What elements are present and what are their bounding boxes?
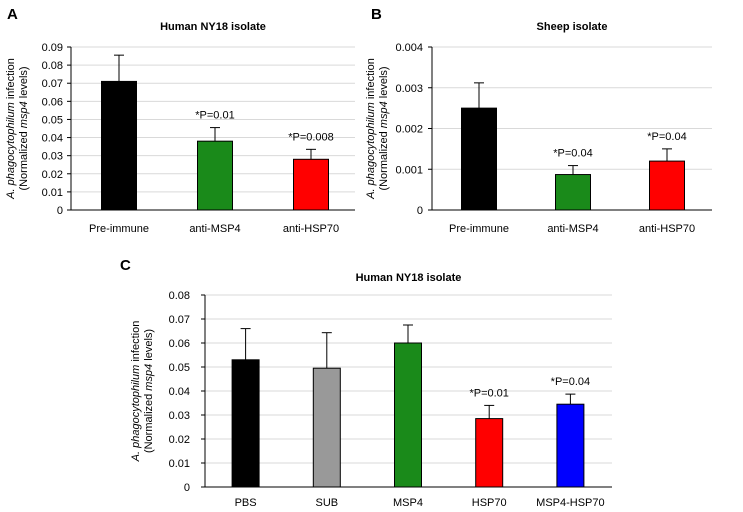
y-tick-label: 0.03 — [42, 151, 63, 163]
y-axis-label-infection: infection — [365, 58, 377, 102]
y-axis-label-line2: (Normalized msp4 levels) — [378, 66, 390, 190]
panel-letter: A — [7, 6, 18, 23]
y-axis-label: A. phagocytophilum infection(Normalized … — [365, 58, 390, 200]
x-tick-label: MSP4-HSP70 — [536, 497, 604, 509]
y-tick-label: 0 — [184, 482, 190, 494]
y-tick-label: 0.003 — [395, 83, 423, 95]
y-axis-label-post: levels) — [378, 66, 390, 101]
bar — [312, 367, 341, 488]
y-tick-label: 0.06 — [42, 96, 63, 108]
bar — [293, 158, 329, 211]
bar — [231, 359, 260, 488]
x-tick-label: SUB — [315, 497, 338, 509]
y-axis-label-pre: (Normalized — [143, 391, 155, 453]
bar — [475, 418, 504, 488]
bar — [394, 342, 422, 488]
y-axis-label-gene: msp4 — [18, 101, 30, 128]
y-tick-label: 0.01 — [42, 187, 63, 199]
x-tick-label: Pre-immune — [89, 223, 149, 235]
significance-label: *P=0.01 — [469, 387, 508, 399]
y-tick-label: 0.004 — [395, 42, 423, 54]
chart-title: Human NY18 isolate — [160, 21, 266, 33]
y-tick-label: 0.05 — [42, 114, 63, 126]
chart-panel-a: A Human NY18 isolate 0 0.01 0.02 0.03 0.04 0.05… — [5, 6, 355, 235]
y-axis-label-species: A. phagocytophilum — [5, 102, 17, 200]
x-tick-label: anti-MSP4 — [189, 223, 240, 235]
y-tick-label: 0.02 — [42, 169, 63, 181]
panel-letter: C — [120, 257, 131, 274]
y-axis-label-line1: A. phagocytophilum infection — [5, 58, 17, 200]
y-tick-label: 0.07 — [42, 78, 63, 90]
chart-panel-b: B Sheep isolate 0 0.001 0.002 0.003 0.004 Pre-i… — [365, 6, 712, 235]
y-tick-label: 0.02 — [169, 434, 190, 446]
panel-letter: B — [371, 6, 382, 23]
significance-label: *P=0.008 — [288, 131, 334, 143]
y-axis-label-gene: msp4 — [378, 101, 390, 128]
significance-label: *P=0.04 — [551, 376, 590, 388]
bar — [461, 107, 497, 211]
x-tick-label: HSP70 — [472, 497, 507, 509]
chart-title: Sheep isolate — [537, 21, 608, 33]
bar — [556, 403, 585, 488]
y-tick-label: 0 — [417, 205, 423, 217]
y-axis-label-infection: infection — [5, 58, 17, 102]
x-tick-label: anti-HSP70 — [639, 223, 695, 235]
y-axis-label-pre: (Normalized — [378, 128, 390, 190]
y-tick-label: 0.07 — [169, 314, 190, 326]
chart-panel-c: C Human NY18 isolate 0 0.01 0.02 0.03 0.04 0.05… — [120, 257, 612, 509]
y-tick-label: 0.09 — [42, 42, 63, 54]
y-tick-label: 0.06 — [169, 338, 190, 350]
y-tick-label: 0.05 — [169, 362, 190, 374]
chart-title: Human NY18 isolate — [356, 272, 462, 284]
y-axis-label-line2: (Normalized msp4 levels) — [143, 329, 155, 453]
y-tick-label: 0.03 — [169, 410, 190, 422]
bar — [101, 80, 137, 211]
bar — [649, 160, 685, 211]
y-tick-label: 0.001 — [395, 164, 423, 176]
y-tick-label: 0.04 — [42, 133, 63, 145]
y-tick-label: 0.08 — [42, 60, 63, 72]
y-tick-label: 0.01 — [169, 458, 190, 470]
bar — [555, 174, 591, 211]
bar — [197, 140, 233, 211]
y-axis-label-gene: msp4 — [143, 364, 155, 391]
y-axis-label-species: A. phagocytophilum — [365, 102, 377, 200]
y-axis-label-species: A. phagocytophilum — [130, 365, 142, 463]
y-axis-label-pre: (Normalized — [18, 128, 30, 190]
y-axis-label-line1: A. phagocytophilum infection — [130, 321, 142, 463]
y-axis-label-post: levels) — [18, 66, 30, 101]
y-tick-label: 0.002 — [395, 124, 423, 136]
x-tick-label: anti-HSP70 — [283, 223, 339, 235]
y-axis-label-post: levels) — [143, 329, 155, 364]
x-tick-label: MSP4 — [393, 497, 423, 509]
x-tick-label: anti-MSP4 — [547, 223, 598, 235]
significance-label: *P=0.01 — [195, 110, 234, 122]
significance-label: *P=0.04 — [647, 131, 686, 143]
y-axis-label-line2: (Normalized msp4 levels) — [18, 66, 30, 190]
y-axis-label-line1: A. phagocytophilum infection — [365, 58, 377, 200]
x-tick-label: Pre-immune — [449, 223, 509, 235]
y-tick-label: 0.04 — [169, 386, 190, 398]
significance-label: *P=0.04 — [553, 148, 592, 160]
y-tick-label: 0 — [57, 205, 63, 217]
y-axis-label: A. phagocytophilum infection(Normalized … — [5, 58, 30, 200]
y-axis-label: A. phagocytophilum infection(Normalized … — [130, 321, 155, 463]
y-tick-label: 0.08 — [169, 290, 190, 302]
y-axis-label-infection: infection — [130, 321, 142, 365]
x-tick-label: PBS — [235, 497, 257, 509]
